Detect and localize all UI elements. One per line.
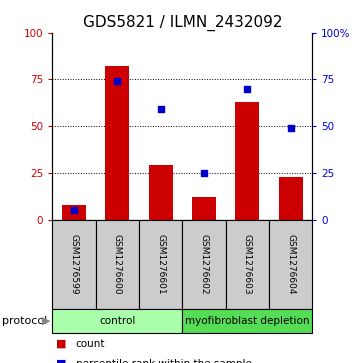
Bar: [149, 166, 173, 220]
Text: ▶: ▶: [42, 316, 50, 326]
Point: [158, 106, 164, 112]
Text: control: control: [99, 316, 135, 326]
Bar: [105, 66, 129, 220]
Title: GDS5821 / ILMN_2432092: GDS5821 / ILMN_2432092: [83, 15, 282, 31]
Point: [288, 125, 293, 131]
Point: [114, 78, 120, 84]
Text: myofibroblast depletion: myofibroblast depletion: [185, 316, 309, 326]
Point: [201, 170, 207, 176]
Point: [244, 86, 250, 92]
Bar: [235, 102, 259, 220]
Text: GSM1276603: GSM1276603: [243, 234, 252, 294]
Text: percentile rank within the sample: percentile rank within the sample: [76, 359, 252, 363]
Bar: [279, 177, 303, 220]
Text: ■: ■: [56, 339, 66, 349]
Bar: [62, 205, 86, 220]
Point: [71, 207, 77, 213]
Text: GSM1276601: GSM1276601: [156, 234, 165, 294]
Text: count: count: [76, 339, 105, 349]
Text: GSM1276602: GSM1276602: [200, 234, 208, 294]
Text: protocol: protocol: [2, 316, 47, 326]
Bar: [192, 197, 216, 220]
Text: GSM1276604: GSM1276604: [286, 234, 295, 294]
Text: ■: ■: [56, 359, 66, 363]
Text: GSM1276599: GSM1276599: [70, 234, 78, 294]
Text: GSM1276600: GSM1276600: [113, 234, 122, 294]
